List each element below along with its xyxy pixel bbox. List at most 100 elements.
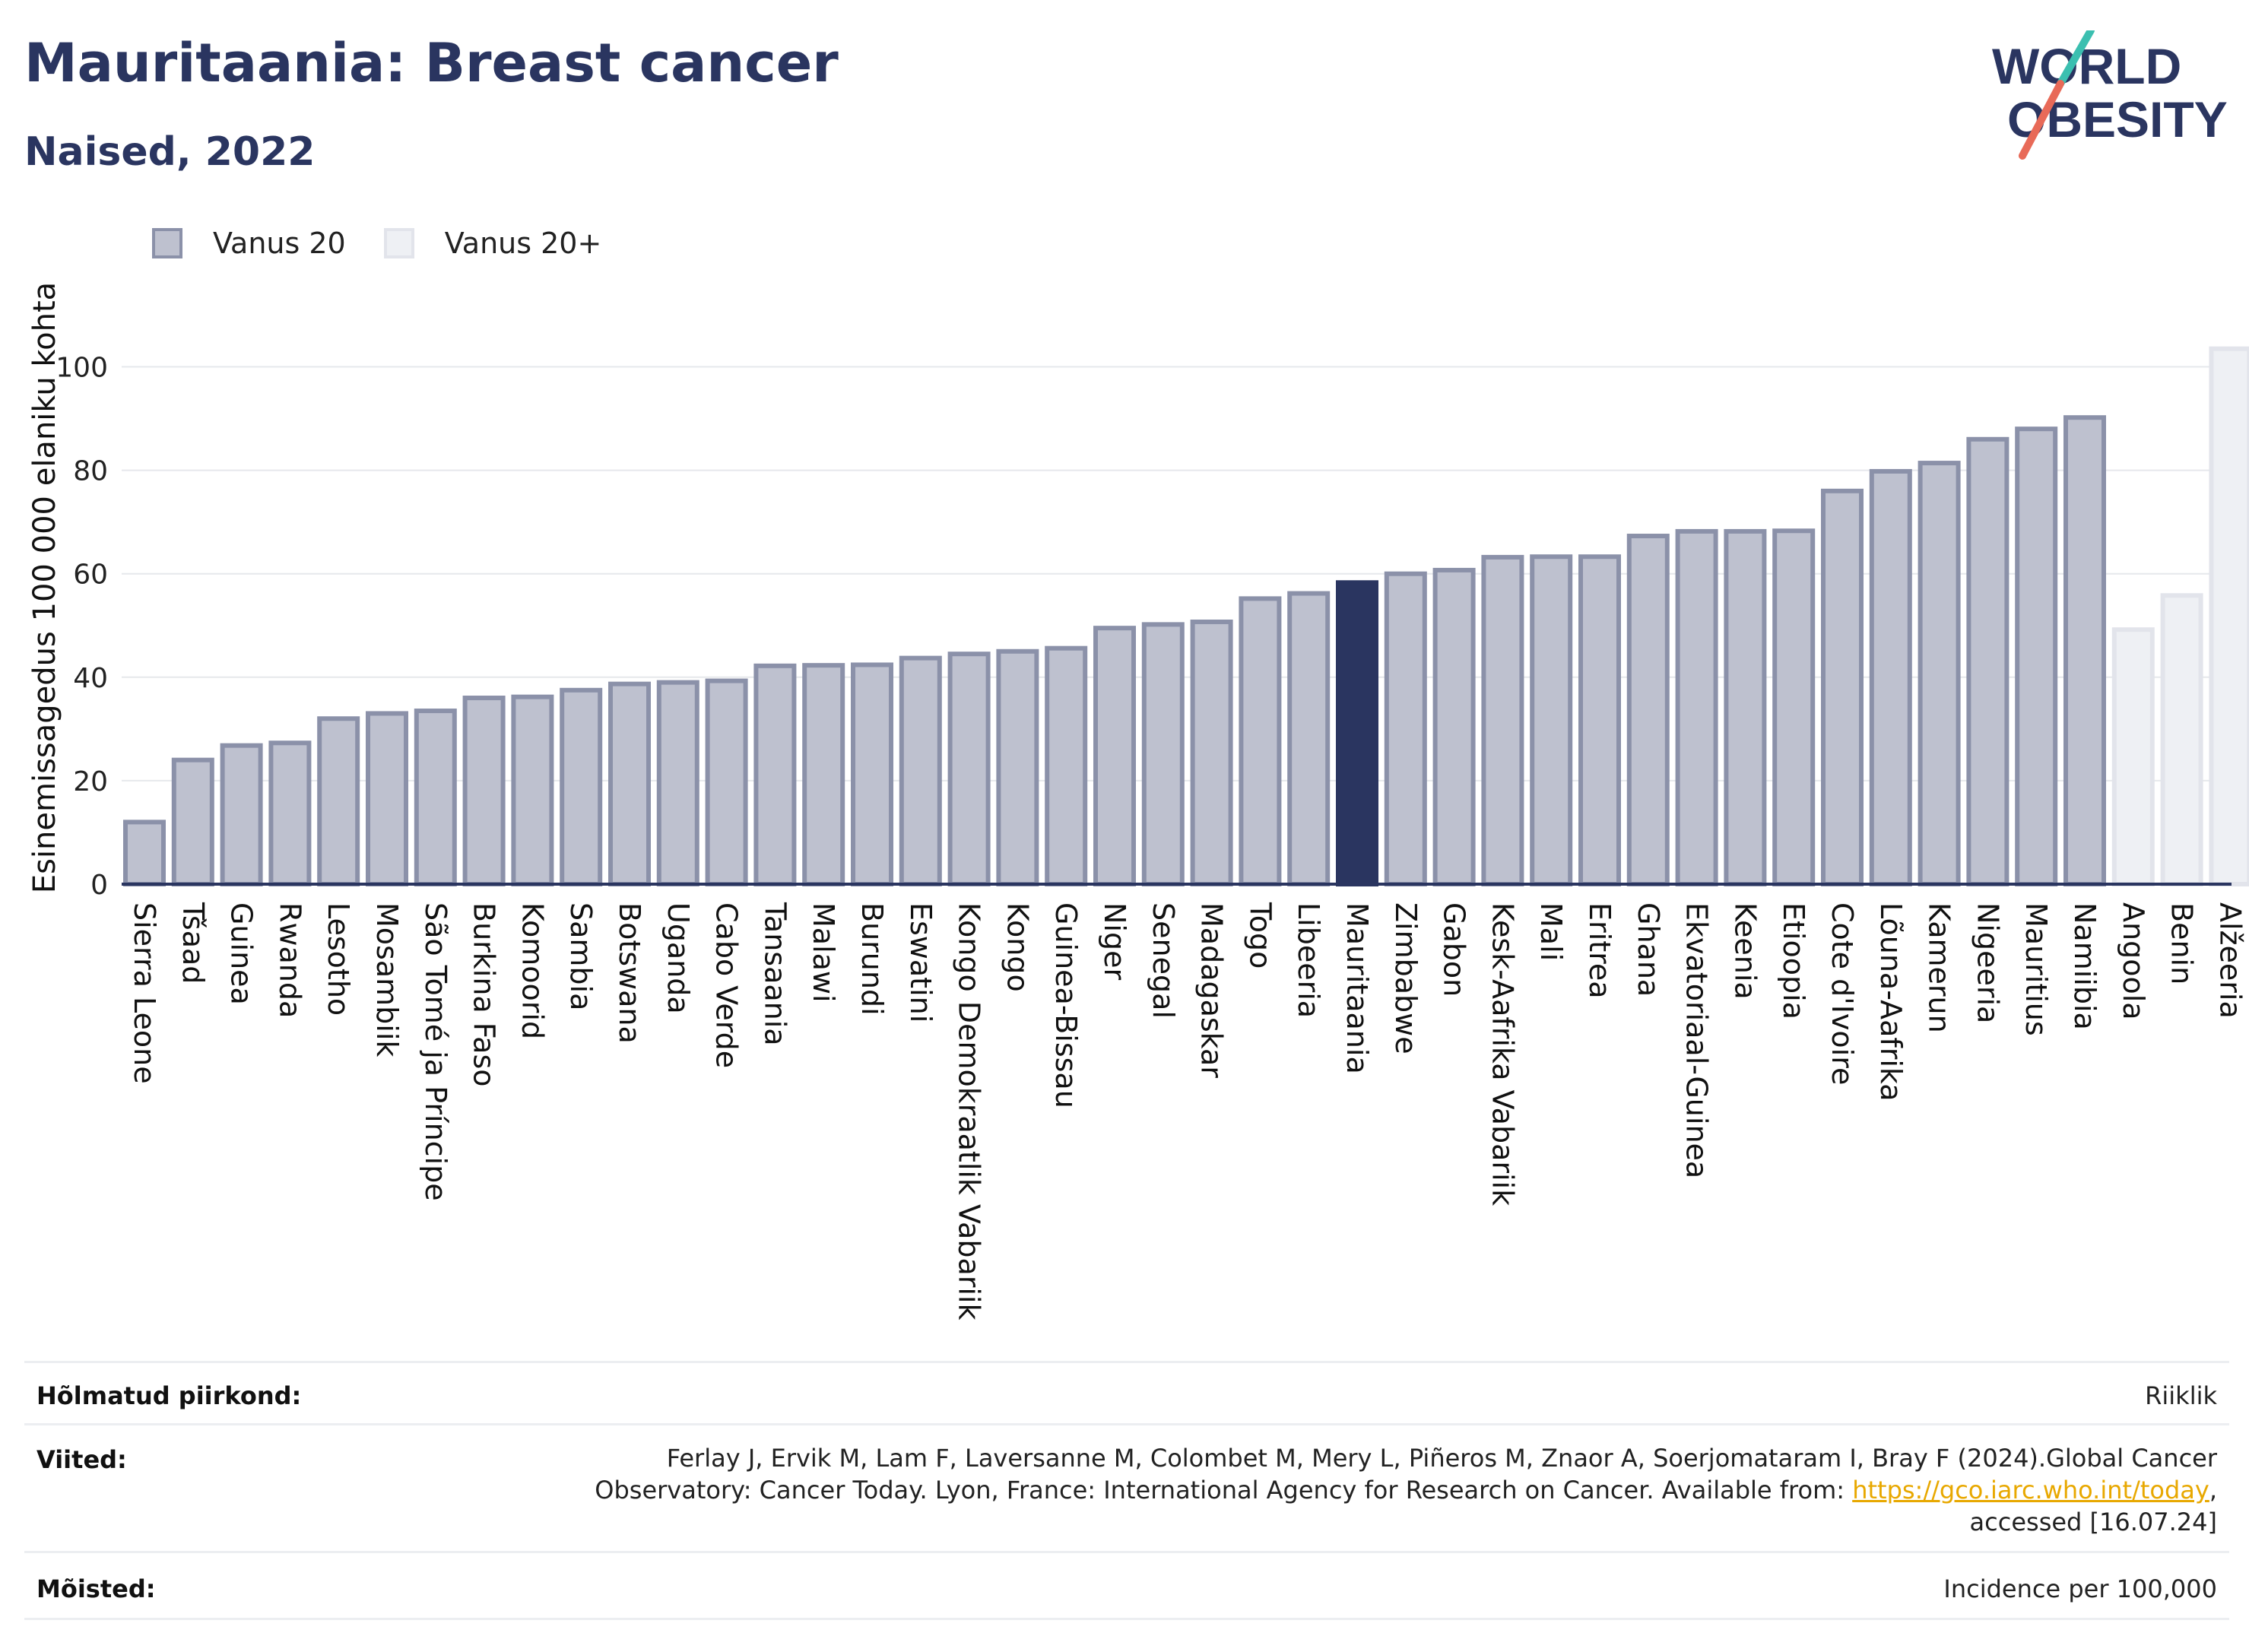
x-tick-label: Cote d'Ivoire: [1826, 902, 1859, 1085]
x-tick-label: Tansaania: [758, 902, 791, 1046]
bar: [1918, 461, 1961, 886]
bar: [705, 678, 748, 886]
legend-label-vanus-20plus: Vanus 20+: [444, 227, 602, 260]
y-tick-label: 20: [73, 766, 108, 797]
x-tick-label: Mauritaania: [1340, 902, 1374, 1074]
x-tick-label: Kamerun: [1923, 902, 1956, 1033]
x-tick-label: Zimbabwe: [1389, 902, 1423, 1054]
bar: [317, 716, 360, 886]
x-tick-label: Libeeria: [1292, 902, 1325, 1018]
world-obesity-logo: WORLD OBESITY: [1992, 30, 2228, 160]
bar: [560, 687, 603, 886]
references-label: Viited:: [36, 1445, 127, 1474]
page-subtitle: Naised, 2022: [24, 129, 316, 175]
bar: [171, 757, 214, 886]
x-tick-label: Tšaad: [176, 902, 210, 984]
bar: [1045, 645, 1088, 886]
x-tick-label: Lesotho: [322, 902, 355, 1016]
x-tick-label: Mali: [1534, 902, 1568, 961]
bar: [1530, 554, 1573, 886]
references-text-3: ,: [2209, 1476, 2217, 1505]
y-tick-label: 40: [73, 663, 108, 694]
bar: [1190, 619, 1233, 886]
references-line-1: Ferlay J, Ervik M, Lam F, Laversanne M, …: [666, 1444, 2217, 1473]
svg-text:WORLD: WORLD: [1992, 38, 2181, 94]
bar: [2160, 593, 2203, 886]
x-tick-label: Alžeeria: [2213, 902, 2247, 1019]
legend-swatch-vanus-20: [152, 228, 182, 258]
bar: [2111, 627, 2155, 886]
x-tick-label: Mosambiik: [370, 902, 404, 1057]
x-tick-label: Guinea: [225, 902, 259, 1005]
x-tick-label: Burkina Faso: [468, 902, 501, 1087]
references-link[interactable]: https://gco.iarc.who.int/today: [1852, 1476, 2209, 1505]
bar: [1336, 580, 1378, 886]
x-tick-label: Togo: [1243, 902, 1277, 969]
x-tick-label: Komoorid: [515, 902, 549, 1039]
x-tick-label: Angoola: [2117, 902, 2150, 1020]
bar: [1821, 488, 1864, 886]
legend-swatch-vanus-20plus: [383, 228, 414, 258]
references-line-2: Observatory: Cancer Today. Lyon, France:…: [468, 1474, 2217, 1506]
references-text-2: Observatory: Cancer Today. Lyon, France:…: [595, 1476, 1853, 1505]
bar: [2063, 415, 2106, 886]
bar: [1287, 591, 1331, 886]
x-tick-label: Kesk-Aafrika Vabariik: [1486, 902, 1519, 1206]
x-tick-label: Ghana: [1632, 902, 1665, 997]
chart-legend: Vanus 20 Vanus 20+: [152, 220, 639, 266]
x-tick-label: Botswana: [613, 902, 646, 1044]
bar: [1966, 436, 2010, 886]
region-label: Hõlmatud piirkond:: [36, 1381, 302, 1410]
x-tick-label: Eritrea: [1583, 902, 1616, 999]
bar: [608, 681, 651, 886]
x-tick-label: Kongo Demokraatlik Vabariik: [953, 902, 986, 1321]
bar: [1869, 468, 1912, 886]
bar: [123, 820, 166, 887]
bar: [2015, 426, 2058, 887]
x-tick-label: Nigeeria: [1971, 902, 2004, 1023]
x-tick-label: Etioopia: [1777, 902, 1810, 1019]
x-tick-label: São Tomé ja Príncipe: [419, 902, 452, 1201]
bar: [1675, 528, 1718, 886]
x-tick-label: Eswatini: [904, 902, 937, 1023]
bar: [753, 663, 797, 886]
y-tick-label: 80: [73, 456, 108, 487]
bar: [1724, 528, 1767, 886]
x-tick-label: Uganda: [661, 902, 695, 1014]
x-tick-label: Madagaskar: [1195, 902, 1229, 1078]
bar: [2209, 346, 2249, 887]
x-tick-label: Guinea-Bissau: [1049, 902, 1083, 1108]
bar: [414, 709, 457, 886]
x-tick-label: Ekvatoriaal-Guinea: [1680, 902, 1714, 1178]
references-line-3: accessed [16.07.24]: [1969, 1508, 2217, 1536]
bar: [268, 740, 312, 887]
x-tick-label: Lõuna-Aafrika: [1874, 902, 1908, 1102]
x-tick-label: Gabon: [1438, 902, 1471, 997]
bar: [996, 648, 1039, 886]
references-value: Ferlay J, Ervik M, Lam F, Laversanne M, …: [468, 1442, 2217, 1538]
legend-item-vanus-20[interactable]: Vanus 20: [152, 227, 346, 260]
y-axis-label: Esinemissagedus 100 000 elaniku kohta: [27, 282, 62, 893]
definitions-row: Mõisted: Incidence per 100,000: [24, 1551, 2229, 1620]
x-tick-label: Kongo: [1001, 902, 1034, 992]
bar: [1093, 626, 1136, 886]
region-value: Riiklik: [2145, 1381, 2217, 1410]
bar: [511, 694, 554, 886]
bar: [1239, 596, 1282, 886]
legend-label-vanus-20: Vanus 20: [213, 227, 346, 260]
definitions-value: Incidence per 100,000: [1943, 1574, 2217, 1603]
x-tick-label: Burundi: [855, 902, 889, 1016]
references-row: Viited: Ferlay J, Ervik M, Lam F, Lavers…: [24, 1423, 2229, 1551]
bar: [1772, 528, 1816, 886]
x-tick-label: Sambia: [564, 902, 598, 1010]
x-tick-label: Niger: [1098, 902, 1131, 980]
legend-item-vanus-20plus[interactable]: Vanus 20+: [383, 227, 602, 260]
x-tick-label: Namiibia: [2068, 902, 2101, 1030]
bar: [462, 696, 506, 887]
region-row: Hõlmatud piirkond: Riiklik: [24, 1361, 2229, 1424]
bar: [947, 652, 991, 886]
definitions-label: Mõisted:: [36, 1574, 156, 1603]
x-tick-label: Cabo Verde: [710, 902, 744, 1068]
y-tick-label: 100: [56, 353, 108, 384]
